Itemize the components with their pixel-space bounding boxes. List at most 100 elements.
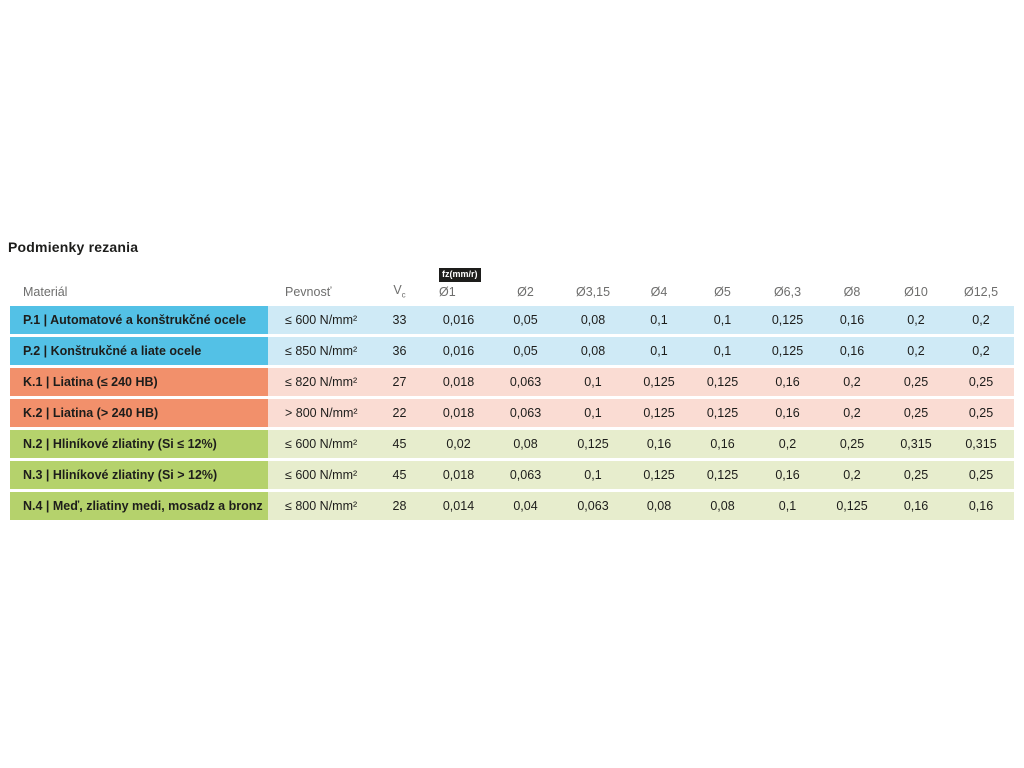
fz-value-cell-d3: 0,125	[577, 437, 609, 451]
column-header-diameter-7: Ø8	[820, 260, 884, 306]
fz-value-cell-d8: 0,2	[907, 313, 925, 327]
vc-cell: 33	[392, 313, 407, 327]
fz-value-cell-d2: 0,04	[513, 499, 538, 513]
fz-value-cell-d7: 0,125	[836, 499, 868, 513]
fz-value-cell-d6: 0,125	[771, 313, 804, 327]
fz-value-cell-d4: 0,16	[646, 437, 672, 451]
fz-value-cell-d7: 0,16	[839, 344, 865, 358]
table-row: N.3 | Hliníkové zliatiny (Si > 12%) ≤ 600…	[10, 461, 1014, 489]
column-header-diameter-2: Ø2	[493, 260, 558, 306]
fz-value-cell-d9: 0,25	[968, 468, 994, 482]
material-cell: N.3 | Hliníkové zliatiny (Si > 12%)	[10, 461, 268, 489]
table-row: P.2 | Konštrukčné a liate ocele ≤ 850 N/m…	[10, 337, 1014, 365]
diameter-label: Ø1	[439, 285, 456, 299]
fz-value-cell-d6: 0,125	[771, 344, 804, 358]
fz-value-cell-d9: 0,25	[968, 406, 994, 420]
strength-cell: ≤ 820 N/mm²	[285, 375, 358, 389]
vc-cell: 45	[392, 468, 407, 482]
fz-value-cell-d1: 0,018	[442, 406, 475, 420]
fz-value-cell-d2: 0,05	[513, 313, 538, 327]
fz-value-cell-d2: 0,05	[513, 344, 538, 358]
fz-value-cell-d9: 0,315	[965, 437, 997, 451]
fz-value-cell-d4: 0,125	[643, 375, 675, 389]
fz-value-cell-d8: 0,16	[903, 499, 929, 513]
fz-value-cell-d6: 0,1	[778, 499, 797, 513]
diameter-label: Ø3,15	[575, 285, 611, 299]
diameter-label: Ø12,5	[963, 285, 999, 299]
fz-value-cell-d5: 0,08	[710, 499, 735, 513]
vc-cell: 22	[392, 406, 407, 420]
fz-value-cell-d1: 0,016	[442, 344, 475, 358]
fz-value-cell-d6: 0,2	[778, 437, 797, 451]
vc-cell: 28	[392, 499, 407, 513]
fz-value-cell-d9: 0,2	[972, 344, 990, 358]
fz-value-cell-d3: 0,063	[577, 499, 609, 513]
fz-value-cell-d1: 0,018	[442, 468, 475, 482]
fz-value-cell-d7: 0,25	[839, 437, 865, 451]
column-header-material: Materiál	[23, 285, 68, 299]
fz-value-cell-d2: 0,063	[509, 468, 542, 482]
fz-value-cell-d4: 0,1	[650, 313, 668, 327]
fz-value-cell-d3: 0,1	[584, 375, 602, 389]
fz-value-cell-d8: 0,2	[907, 344, 925, 358]
fz-value-cell-d5: 0,125	[706, 406, 739, 420]
column-header-diameter-4: Ø4	[628, 260, 690, 306]
strength-cell: ≤ 800 N/mm²	[285, 499, 358, 513]
fz-value-cell-d1: 0,02	[446, 437, 471, 451]
fz-value-cell-d4: 0,125	[643, 468, 675, 482]
fz-value-cell-d6: 0,16	[775, 468, 800, 482]
vc-cell: 27	[392, 375, 407, 389]
fz-value-cell-d5: 0,16	[710, 437, 735, 451]
table-row: N.4 | Meď, zliatiny medi, mosadz a bronz…	[10, 492, 1014, 520]
diameter-label: Ø5	[714, 285, 731, 299]
fz-value-cell-d2: 0,063	[509, 375, 542, 389]
fz-value-cell-d8: 0,25	[903, 375, 929, 389]
fz-value-cell-d3: 0,1	[584, 406, 602, 420]
fz-value-cell-d6: 0,16	[775, 375, 800, 389]
fz-value-cell-d4: 0,125	[643, 406, 675, 420]
fz-value-cell-d5: 0,1	[713, 344, 732, 358]
diameter-label: Ø6,3	[773, 285, 802, 299]
vc-cell: 36	[392, 344, 407, 358]
fz-value-cell-d7: 0,2	[843, 406, 861, 420]
column-header-diameter-3: Ø3,15	[558, 260, 628, 306]
vc-cell: 45	[392, 437, 407, 451]
fz-value-cell-d7: 0,16	[839, 313, 865, 327]
fz-value-cell-d7: 0,2	[843, 375, 861, 389]
column-header-diameter-1: fz(mm/r) Ø1	[424, 260, 493, 306]
fz-value-cell-d9: 0,2	[972, 313, 990, 327]
material-cell: K.2 | Liatina (> 240 HB)	[10, 399, 268, 427]
fz-value-cell-d9: 0,25	[968, 375, 994, 389]
fz-value-cell-d3: 0,08	[580, 344, 606, 358]
fz-value-cell-d2: 0,063	[509, 406, 542, 420]
fz-value-cell-d8: 0,25	[903, 468, 929, 482]
material-cell: K.1 | Liatina (≤ 240 HB)	[10, 368, 268, 396]
column-header-strength: Pevnosť	[285, 285, 332, 299]
material-cell: N.2 | Hliníkové zliatiny (Si ≤ 12%)	[10, 430, 268, 458]
fz-value-cell-d3: 0,08	[580, 313, 606, 327]
fz-value-cell-d4: 0,1	[650, 344, 668, 358]
section-title: Podmienky rezania	[8, 239, 139, 255]
table-body: P.1 | Automatové a konštrukčné ocele ≤ 60…	[10, 306, 1014, 520]
fz-value-cell-d5: 0,125	[706, 468, 739, 482]
fz-value-cell-d5: 0,1	[713, 313, 732, 327]
strength-cell: ≤ 600 N/mm²	[285, 468, 358, 482]
fz-value-cell-d2: 0,08	[513, 437, 538, 451]
fz-value-cell-d7: 0,2	[843, 468, 861, 482]
fz-value-cell-d6: 0,16	[775, 406, 800, 420]
table-row: P.1 | Automatové a konštrukčné ocele ≤ 60…	[10, 306, 1014, 334]
strength-cell: ≤ 850 N/mm²	[285, 344, 358, 358]
column-header-diameter-5: Ø5	[690, 260, 755, 306]
material-cell: P.1 | Automatové a konštrukčné ocele	[10, 306, 268, 334]
fz-value-cell-d9: 0,16	[968, 499, 994, 513]
diameter-label: Ø8	[843, 285, 861, 299]
strength-cell: ≤ 600 N/mm²	[285, 437, 358, 451]
column-header-vc: Vc	[393, 282, 406, 300]
column-header-diameter-8: Ø10	[884, 260, 948, 306]
fz-value-cell-d5: 0,125	[706, 375, 739, 389]
fz-value-cell-d1: 0,018	[442, 375, 475, 389]
fz-value-cell-d3: 0,1	[584, 468, 602, 482]
fz-value-cell-d8: 0,25	[903, 406, 929, 420]
column-header-diameter-6: Ø6,3	[755, 260, 820, 306]
